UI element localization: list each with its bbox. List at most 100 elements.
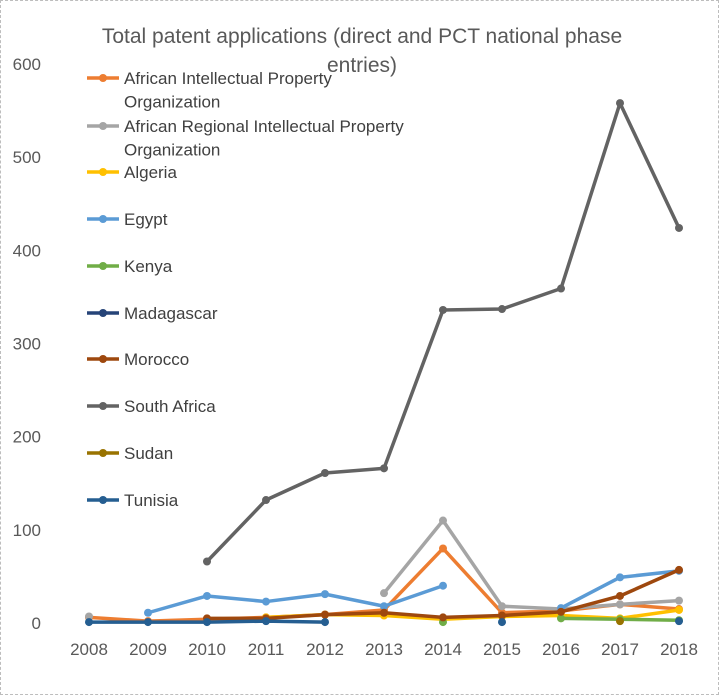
x-tick-label: 2013 bbox=[365, 640, 403, 659]
x-tick-label: 2010 bbox=[188, 640, 226, 659]
data-point bbox=[262, 617, 270, 626]
series-line bbox=[205, 568, 681, 621]
data-point bbox=[380, 464, 388, 473]
data-point bbox=[616, 573, 624, 582]
legend: African Intellectual Property Organizatio… bbox=[87, 69, 404, 510]
legend-label: Morocco bbox=[124, 350, 189, 369]
data-point bbox=[203, 591, 211, 600]
series-3 bbox=[144, 566, 683, 617]
data-point bbox=[380, 602, 388, 611]
legend-marker bbox=[99, 449, 107, 457]
legend-marker bbox=[99, 496, 107, 504]
y-tick-label: 0 bbox=[32, 614, 41, 633]
legend-label: Egypt bbox=[124, 210, 168, 229]
legend-item: Madagascar bbox=[87, 304, 218, 323]
x-tick-label: 2018 bbox=[660, 640, 698, 659]
x-tick-label: 2009 bbox=[129, 640, 167, 659]
legend-marker bbox=[99, 74, 107, 82]
series-9 bbox=[85, 617, 683, 627]
legend-item: Algeria bbox=[87, 163, 177, 182]
data-point bbox=[616, 617, 624, 626]
data-point bbox=[616, 591, 624, 600]
data-point bbox=[675, 605, 683, 614]
legend-item: African Intellectual Property Organizatio… bbox=[87, 69, 332, 112]
y-tick-label: 400 bbox=[13, 241, 41, 260]
y-tick-label: 600 bbox=[13, 55, 41, 74]
legend-label: Organization bbox=[124, 141, 220, 160]
data-point bbox=[439, 581, 447, 590]
data-point bbox=[321, 469, 329, 478]
data-point bbox=[557, 614, 565, 623]
y-tick-label: 100 bbox=[13, 521, 41, 540]
data-point bbox=[675, 565, 683, 574]
data-point bbox=[675, 617, 683, 626]
legend-label: Sudan bbox=[124, 444, 173, 463]
data-point bbox=[616, 99, 624, 108]
data-point bbox=[380, 608, 388, 617]
data-point bbox=[380, 589, 388, 598]
legend-item: Egypt bbox=[87, 210, 168, 229]
data-point bbox=[85, 612, 93, 621]
legend-label: Madagascar bbox=[124, 304, 218, 323]
y-tick-label: 300 bbox=[13, 335, 41, 354]
legend-item: Morocco bbox=[87, 350, 189, 369]
data-point bbox=[439, 613, 447, 622]
legend-marker bbox=[99, 122, 107, 130]
x-tick-label: 2008 bbox=[70, 640, 108, 659]
legend-item: Sudan bbox=[87, 444, 173, 463]
series-line bbox=[382, 518, 681, 611]
data-point bbox=[498, 602, 506, 611]
data-point bbox=[321, 618, 329, 627]
legend-label: Algeria bbox=[124, 163, 177, 182]
data-point bbox=[675, 596, 683, 605]
data-point bbox=[498, 618, 506, 627]
data-point bbox=[144, 618, 152, 627]
chart-title-line-1: Total patent applications (direct and PC… bbox=[102, 25, 622, 48]
x-tick-label: 2012 bbox=[306, 640, 344, 659]
x-tick-label: 2011 bbox=[248, 640, 285, 659]
axes-group: 0 100 200 300 400 500 600 2008 2009 2010 2011 2012 2… bbox=[13, 55, 698, 659]
data-point bbox=[498, 305, 506, 314]
data-point bbox=[203, 618, 211, 627]
legend-label: African Intellectual Property bbox=[124, 69, 332, 88]
legend-label: Kenya bbox=[124, 257, 173, 276]
legend-item: Tunisia bbox=[87, 491, 179, 510]
legend-label: Tunisia bbox=[124, 491, 179, 510]
legend-label: South Africa bbox=[124, 397, 216, 416]
legend-label: Organization bbox=[124, 93, 220, 112]
series-6 bbox=[203, 565, 683, 623]
x-tick-label: 2017 bbox=[601, 640, 639, 659]
data-point bbox=[675, 223, 683, 232]
data-point bbox=[557, 607, 565, 616]
legend-item: South Africa bbox=[87, 397, 216, 416]
data-point bbox=[616, 600, 624, 609]
data-point bbox=[321, 590, 329, 599]
series-lines bbox=[85, 99, 683, 627]
series-line bbox=[146, 583, 445, 615]
legend-marker bbox=[99, 168, 107, 176]
data-point bbox=[321, 610, 329, 619]
data-point bbox=[439, 516, 447, 525]
legend-marker bbox=[99, 215, 107, 223]
x-tick-label: 2014 bbox=[424, 640, 462, 659]
chart-title-line-2: entries) bbox=[327, 54, 397, 77]
data-point bbox=[439, 305, 447, 314]
series-line bbox=[205, 101, 681, 564]
legend-item: African Regional Intellectual Property Or… bbox=[87, 117, 404, 160]
x-tick-label: 2016 bbox=[542, 640, 580, 659]
legend-item: Kenya bbox=[87, 257, 173, 276]
x-tick-label: 2015 bbox=[483, 640, 521, 659]
legend-marker bbox=[99, 309, 107, 317]
legend-marker bbox=[99, 355, 107, 363]
data-point bbox=[262, 597, 270, 606]
series-8 bbox=[616, 617, 624, 626]
data-point bbox=[262, 496, 270, 505]
data-point bbox=[498, 611, 506, 620]
legend-marker bbox=[99, 402, 107, 410]
data-point bbox=[557, 284, 565, 293]
data-point bbox=[144, 608, 152, 617]
data-point bbox=[439, 544, 447, 553]
series-7 bbox=[203, 99, 683, 566]
